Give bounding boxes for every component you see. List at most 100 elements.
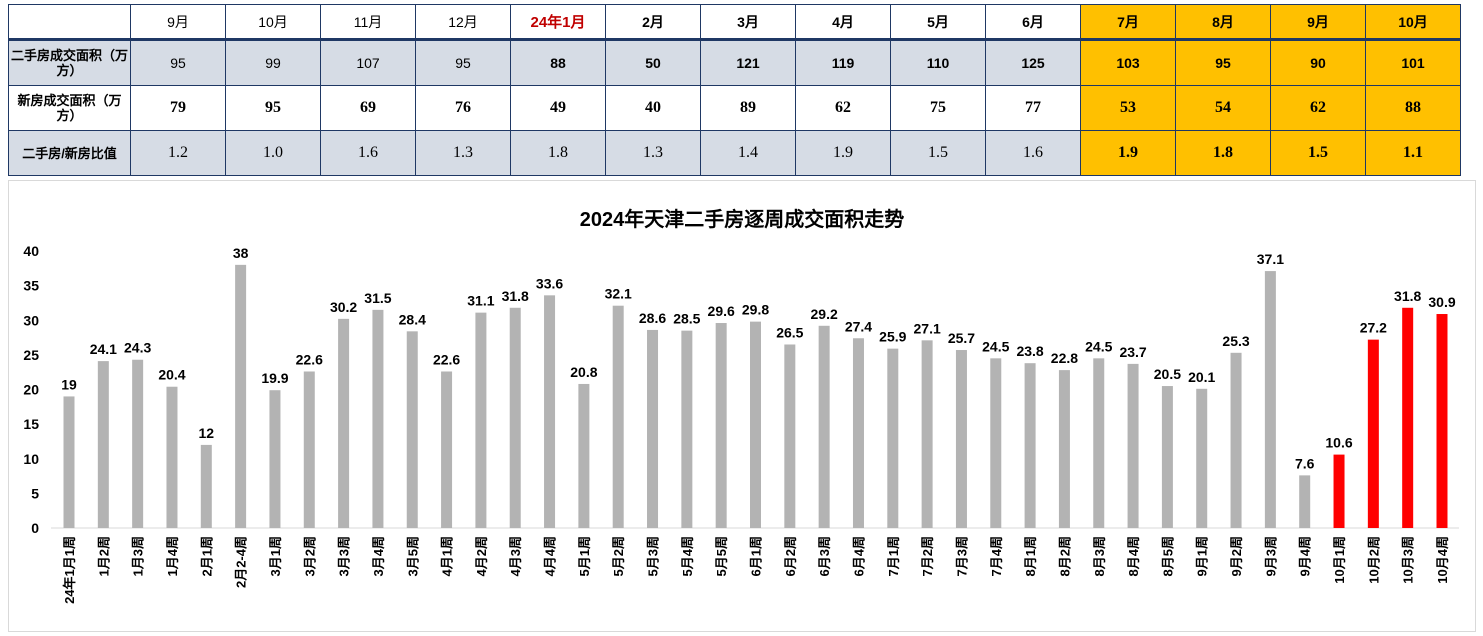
x-tick-label: 10月1周 [1332, 536, 1347, 584]
table-row: 二手房成交面积（万方） 95 99 107 95 88 50 121 119 110 125 103 9… [8, 39, 1461, 86]
table-cell: 62 [1270, 85, 1366, 131]
data-label: 29.8 [742, 302, 769, 318]
table-cell: 95 [415, 39, 511, 86]
y-tick-label: 5 [31, 485, 39, 501]
bar [166, 386, 178, 528]
x-tick-label: 6月4周 [851, 536, 866, 576]
bar [475, 312, 487, 528]
month-header: 24年1月 [510, 4, 606, 40]
bar [578, 383, 590, 528]
data-label: 25.9 [879, 329, 906, 345]
x-tick-label: 8月3周 [1092, 536, 1107, 576]
weekly-area-chart: 2024年天津二手房逐周成交面积走势 0 5 10 15 20 25 30 35 40 19 24年… [8, 180, 1476, 632]
bar [235, 264, 247, 528]
x-tick-label: 5月4周 [680, 536, 695, 576]
row-label: 二手房/新房比值 [8, 130, 131, 176]
table-cell: 69 [320, 85, 416, 131]
x-tick-label: 1月2周 [96, 536, 111, 576]
data-label: 28.5 [673, 311, 700, 327]
bar [1196, 388, 1208, 528]
table-cell: 121 [700, 39, 796, 86]
table-cell: 76 [415, 85, 511, 131]
x-tick-label: 6月1周 [749, 536, 764, 576]
table-cell: 75 [890, 85, 986, 131]
x-tick-label: 4月2周 [474, 536, 489, 576]
table-cell: 1.3 [415, 130, 511, 176]
bar [750, 321, 761, 528]
table-header-row: 9月 10月 11月 12月 24年1月 2月 3月 4月 5月 6月 7月 8月 9月 10月 [8, 4, 1461, 40]
x-tick-label: 9月4周 [1298, 536, 1313, 576]
x-tick-label: 7月3周 [954, 536, 969, 576]
x-tick-label: 2月1周 [199, 536, 214, 576]
data-label: 30.2 [330, 299, 357, 315]
bar [921, 340, 933, 528]
y-tick-label: 20 [23, 382, 39, 398]
data-label: 37.1 [1257, 251, 1284, 267]
table-cell: 119 [795, 39, 891, 86]
x-tick-label: 10月3周 [1401, 536, 1416, 584]
x-tick-label: 3月5周 [405, 536, 420, 576]
data-label: 19.9 [261, 370, 288, 386]
data-label: 22.6 [296, 351, 323, 367]
x-tick-label: 4月3周 [508, 536, 523, 576]
bar [1402, 307, 1414, 528]
table-cell: 77 [985, 85, 1081, 131]
x-tick-label: 3月4周 [371, 536, 386, 576]
x-tick-label: 6月3周 [817, 536, 832, 576]
table-cell: 88 [510, 39, 606, 86]
data-label: 25.3 [1222, 333, 1249, 349]
month-header: 10月 [225, 4, 321, 40]
table-cell: 99 [225, 39, 321, 86]
table-cell: 79 [130, 85, 226, 131]
table-cell: 62 [795, 85, 891, 131]
bar [955, 350, 967, 528]
bar [647, 329, 659, 528]
row-label: 二手房成交面积（万方） [8, 39, 131, 86]
bar [1024, 363, 1036, 528]
table-cell: 50 [605, 39, 701, 86]
month-header: 7月 [1080, 4, 1176, 40]
y-tick-label: 25 [23, 347, 39, 363]
x-tick-label: 5月1周 [577, 536, 592, 576]
bar [303, 371, 315, 528]
table-cell: 1.5 [1270, 130, 1366, 176]
x-tick-label: 5月5周 [714, 536, 729, 576]
table-cell: 101 [1365, 39, 1461, 86]
data-label: 31.8 [1394, 288, 1421, 304]
data-label: 26.5 [776, 324, 803, 340]
bar [544, 295, 556, 528]
data-label: 32.1 [605, 286, 632, 302]
table-cell: 53 [1080, 85, 1176, 131]
table-cell: 125 [985, 39, 1081, 86]
table-cell: 54 [1175, 85, 1271, 131]
bar [818, 325, 830, 528]
table-cell: 95 [1175, 39, 1271, 86]
bar [269, 390, 281, 528]
table-cell: 88 [1365, 85, 1461, 131]
data-label: 23.8 [1016, 343, 1043, 359]
data-label: 28.4 [399, 311, 426, 327]
x-tick-label: 5月2周 [611, 536, 626, 576]
table-cell: 1.3 [605, 130, 701, 176]
bar [1230, 352, 1242, 528]
table-row: 新房成交面积（万方） 79 95 69 76 49 40 89 62 75 77 53 54 62 88 [8, 85, 1461, 131]
bar [612, 305, 624, 528]
data-label: 24.5 [982, 338, 1009, 354]
bar [441, 371, 453, 528]
table-cell: 1.9 [1080, 130, 1176, 176]
data-label: 12 [199, 425, 215, 441]
table-cell: 90 [1270, 39, 1366, 86]
bar [852, 338, 864, 528]
bar [715, 323, 727, 528]
bar [784, 344, 796, 528]
data-label: 25.7 [948, 330, 975, 346]
x-tick-label: 7月2周 [920, 536, 935, 576]
bar [1299, 475, 1311, 528]
data-label: 29.2 [811, 306, 838, 322]
x-tick-label: 4月4周 [543, 536, 558, 576]
bar [887, 348, 899, 528]
x-tick-label: 1月3周 [131, 536, 146, 576]
x-tick-label: 7月1周 [886, 536, 901, 576]
data-label: 7.6 [1295, 455, 1315, 471]
bar [1264, 271, 1276, 528]
